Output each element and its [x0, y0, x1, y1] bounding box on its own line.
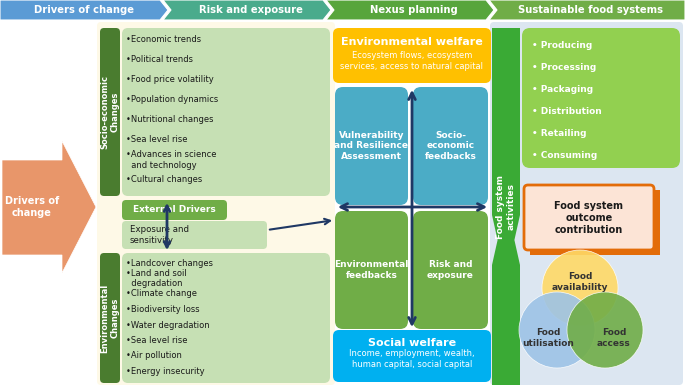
Text: Socio-
economic
feedbacks: Socio- economic feedbacks — [425, 131, 477, 161]
Text: Nexus planning: Nexus planning — [370, 5, 458, 15]
Text: •Food price volatility: •Food price volatility — [126, 75, 214, 84]
FancyBboxPatch shape — [122, 253, 330, 383]
Polygon shape — [0, 0, 168, 20]
Text: Drivers of
change: Drivers of change — [5, 196, 59, 218]
Text: Drivers of change: Drivers of change — [34, 5, 134, 15]
Text: Vulnerability
and Resilience
Assessment: Vulnerability and Resilience Assessment — [334, 131, 408, 161]
FancyBboxPatch shape — [490, 22, 683, 385]
FancyBboxPatch shape — [122, 221, 267, 249]
Text: Food
availability: Food availability — [551, 272, 608, 292]
FancyBboxPatch shape — [122, 200, 227, 220]
Circle shape — [519, 292, 595, 368]
Text: Risk and exposure: Risk and exposure — [199, 5, 303, 15]
Bar — [530, 190, 660, 255]
Text: •Climate change: •Climate change — [126, 289, 197, 298]
Text: •Sea level rise: •Sea level rise — [126, 336, 188, 345]
Text: External Drivers: External Drivers — [133, 206, 215, 215]
Text: Social welfare: Social welfare — [368, 338, 456, 348]
FancyBboxPatch shape — [122, 28, 330, 196]
Text: Sustainable food systems: Sustainable food systems — [519, 5, 664, 15]
FancyBboxPatch shape — [335, 87, 408, 205]
Text: • Packaging: • Packaging — [532, 86, 593, 95]
Text: •Biodiversity loss: •Biodiversity loss — [126, 305, 199, 314]
Circle shape — [542, 250, 618, 326]
FancyBboxPatch shape — [100, 253, 120, 383]
Text: Food system
outcome
contribution: Food system outcome contribution — [554, 201, 623, 235]
Text: •Nutritional changes: •Nutritional changes — [126, 115, 214, 124]
Text: •Water degradation: •Water degradation — [126, 321, 210, 330]
Text: •Cultural changes: •Cultural changes — [126, 176, 202, 185]
Text: •Landcover changes: •Landcover changes — [126, 258, 213, 267]
Text: • Producing: • Producing — [532, 41, 593, 50]
Text: Environmental welfare: Environmental welfare — [341, 37, 483, 47]
Polygon shape — [326, 0, 494, 20]
FancyBboxPatch shape — [335, 211, 408, 329]
Text: •Population dynamics: •Population dynamics — [126, 95, 219, 104]
Text: Income, employment, wealth,
human capital, social capital: Income, employment, wealth, human capita… — [349, 349, 475, 369]
Circle shape — [567, 292, 643, 368]
Text: Food system
activities: Food system activities — [497, 175, 516, 239]
Text: • Retailing: • Retailing — [532, 129, 586, 138]
Text: • Processing: • Processing — [532, 63, 596, 72]
FancyBboxPatch shape — [100, 28, 120, 196]
FancyBboxPatch shape — [97, 22, 335, 385]
FancyBboxPatch shape — [524, 185, 654, 250]
Text: Ecosystem flows, ecosystem
services, access to natural capital: Ecosystem flows, ecosystem services, acc… — [340, 51, 484, 71]
FancyBboxPatch shape — [333, 330, 491, 382]
FancyBboxPatch shape — [522, 28, 680, 168]
Text: Environmental
feedbacks: Environmental feedbacks — [334, 260, 409, 280]
FancyBboxPatch shape — [413, 87, 488, 205]
Text: •Political trends: •Political trends — [126, 56, 193, 65]
Polygon shape — [489, 0, 685, 20]
Polygon shape — [2, 141, 96, 273]
Text: Risk and
exposure: Risk and exposure — [427, 260, 474, 280]
Text: • Consuming: • Consuming — [532, 151, 597, 160]
Text: •Sea level rise: •Sea level rise — [126, 136, 188, 145]
Polygon shape — [163, 0, 331, 20]
Polygon shape — [492, 28, 520, 385]
Text: Exposure and
sensitivity: Exposure and sensitivity — [130, 225, 189, 245]
Text: Socio-economic
Changes: Socio-economic Changes — [100, 75, 120, 149]
Text: •Land and soil
  degradation: •Land and soil degradation — [126, 269, 187, 288]
FancyBboxPatch shape — [413, 211, 488, 329]
Text: •Energy insecurity: •Energy insecurity — [126, 367, 205, 376]
FancyBboxPatch shape — [333, 28, 491, 83]
Text: • Distribution: • Distribution — [532, 108, 601, 117]
Text: •Advances in science
  and technology: •Advances in science and technology — [126, 150, 216, 170]
Text: Food
utilisation: Food utilisation — [522, 328, 574, 348]
Text: Environmental
Changes: Environmental Changes — [100, 283, 120, 353]
Text: •Economic trends: •Economic trends — [126, 36, 201, 45]
Text: •Air pollution: •Air pollution — [126, 352, 182, 361]
Text: Food
access: Food access — [597, 328, 631, 348]
